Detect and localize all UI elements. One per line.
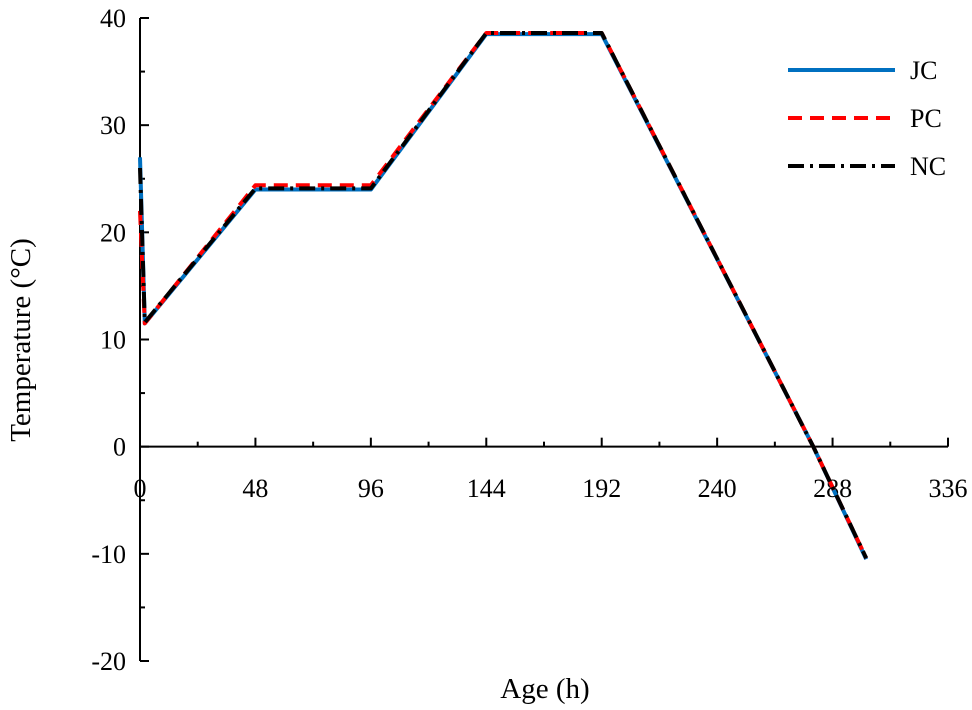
series-line-pc xyxy=(138,31,869,559)
legend-label-jc: JC xyxy=(910,56,937,85)
y-axis-title: Temperature (°C) xyxy=(5,238,37,442)
x-tick-label: 48 xyxy=(242,474,268,503)
y-tick-label: 30 xyxy=(100,111,126,140)
chart-legend: JC PC NC xyxy=(788,56,946,181)
x-tick-label: 0 xyxy=(134,474,147,503)
y-tick-label: 0 xyxy=(113,433,126,462)
legend-label-nc: NC xyxy=(910,152,946,181)
series-line-nc xyxy=(138,31,869,559)
x-axis-title: Age (h) xyxy=(500,673,589,705)
series-lines xyxy=(138,31,869,561)
x-tick-label: 336 xyxy=(929,474,968,503)
y-tick-label: -20 xyxy=(91,647,126,676)
legend-label-pc: PC xyxy=(910,104,942,133)
x-tick-label: 240 xyxy=(698,474,737,503)
y-tick-label: -10 xyxy=(91,540,126,569)
x-tick-label: 192 xyxy=(582,474,621,503)
y-tick-label: 10 xyxy=(100,326,126,355)
x-tick-label: 144 xyxy=(467,474,506,503)
y-tick-label: 20 xyxy=(100,218,126,247)
x-tick-label: 96 xyxy=(358,474,384,503)
y-tick-label: 40 xyxy=(100,4,126,33)
